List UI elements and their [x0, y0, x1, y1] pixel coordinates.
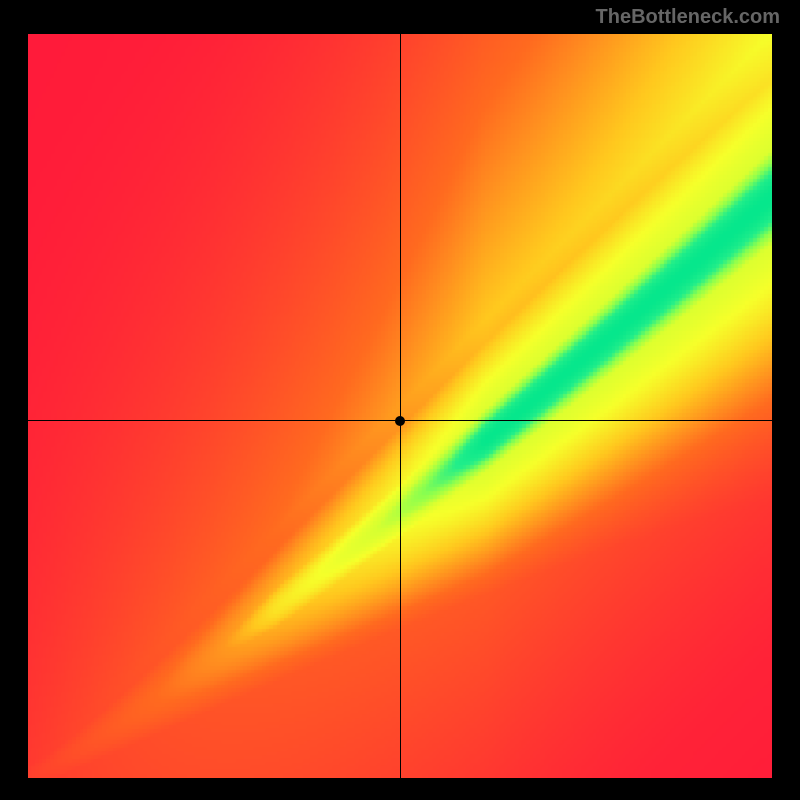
watermark-text: TheBottleneck.com [596, 6, 780, 29]
figure-frame: TheBottleneck.com [0, 0, 800, 800]
crosshair-vertical [400, 34, 401, 778]
crosshair-marker-dot [395, 416, 405, 426]
